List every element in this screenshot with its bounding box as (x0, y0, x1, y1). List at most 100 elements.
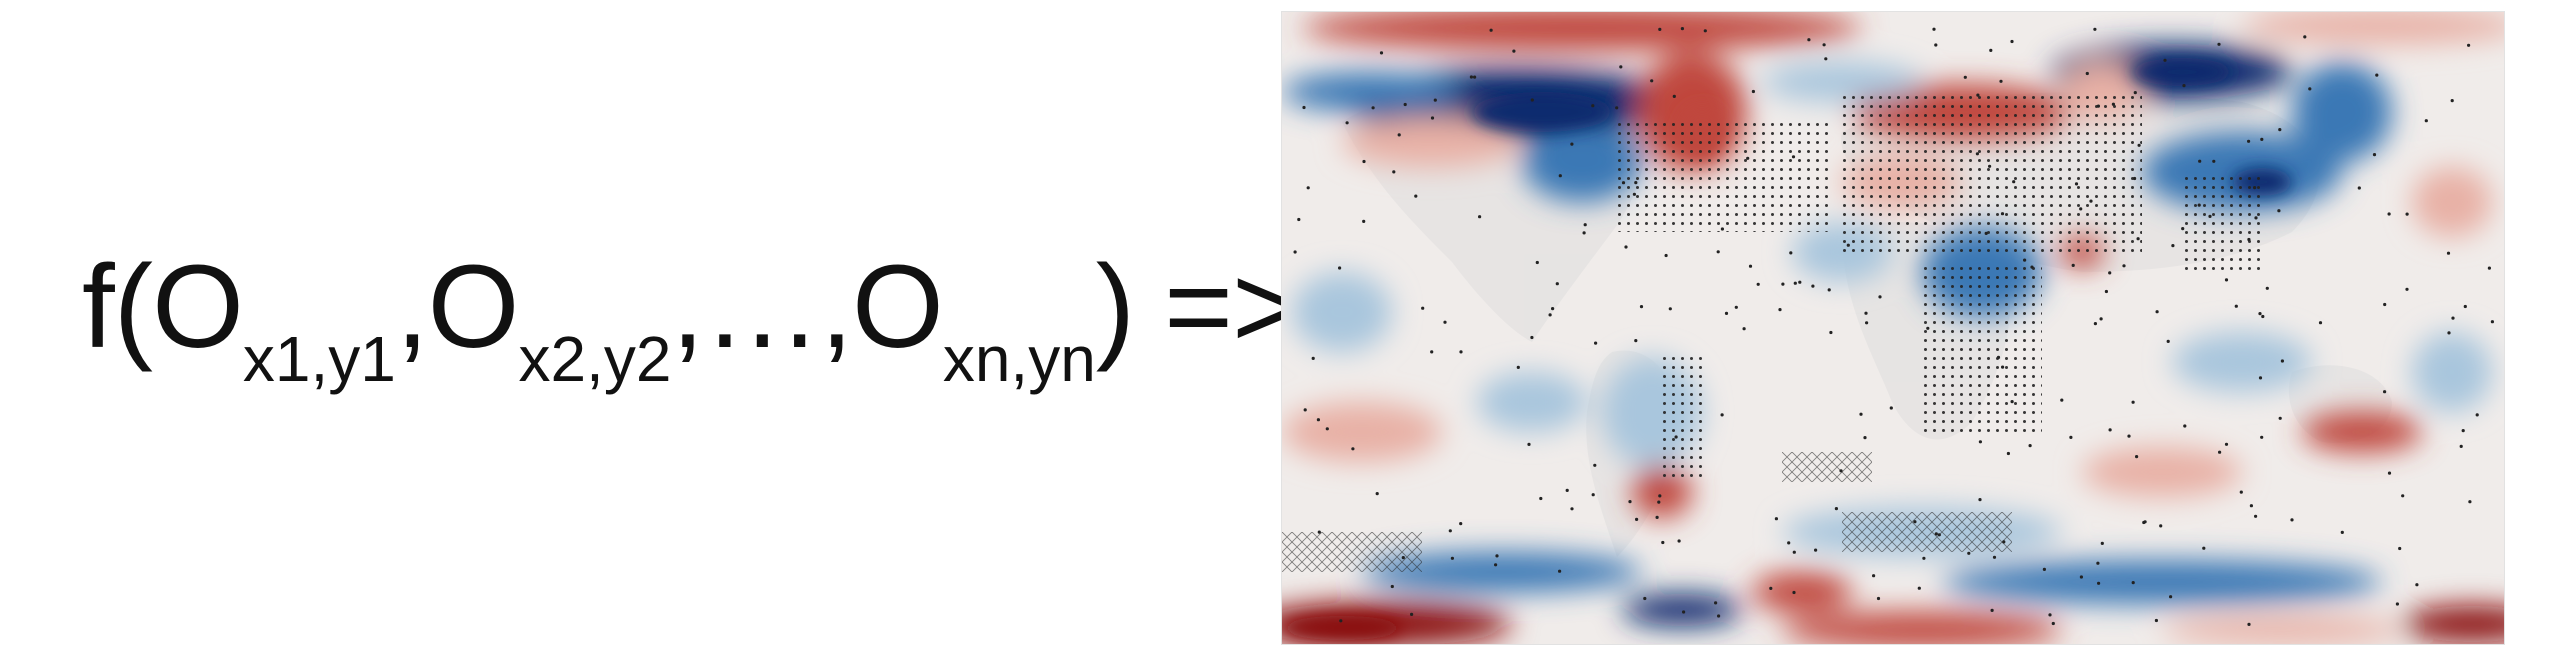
significance-dot (1632, 192, 1636, 196)
significance-dot (1551, 307, 1555, 311)
significance-dot (1658, 27, 1662, 31)
significance-dot (2265, 286, 2269, 290)
significance-dot (1450, 556, 1454, 560)
significance-dot (1489, 28, 1493, 32)
significance-dot (1297, 217, 1301, 222)
significance-dot (2182, 84, 2186, 88)
significance-dot (1876, 596, 1881, 601)
significance-dot (2093, 27, 2097, 31)
significance-dot (2000, 212, 2005, 216)
significance-dot (2247, 622, 2251, 627)
significance-dot (2372, 153, 2377, 157)
significance-dot (1963, 75, 1967, 79)
significance-dot (2303, 35, 2307, 39)
significance-dot (1658, 494, 1662, 498)
significance-dot (2097, 581, 2101, 585)
significance-dot (1565, 488, 1569, 492)
significance-dot (1864, 311, 1868, 315)
formula-func: f( (82, 241, 153, 373)
world-anomaly-map-svg (1282, 12, 2504, 644)
significance-dot (2135, 455, 2139, 459)
significance-dot (1839, 469, 1843, 473)
significance-dot (1774, 517, 1778, 521)
significance-dot (2012, 180, 2016, 184)
anomaly-red (2082, 447, 2242, 497)
significance-dot (1742, 327, 1746, 331)
significance-dot (1751, 89, 1755, 94)
significance-dot (2383, 390, 2387, 394)
significance-dot (1345, 121, 1349, 125)
significance-dot (2171, 244, 2175, 248)
significance-dot (1680, 27, 1684, 31)
significance-dot (1859, 412, 1863, 416)
significance-dot (2387, 212, 2391, 216)
significance-dot (2258, 312, 2262, 316)
significance-dot (1703, 29, 1707, 33)
formula-close: ) (1095, 241, 1135, 373)
significance-dot (1293, 250, 1297, 254)
significance-dot (2239, 490, 2243, 494)
significance-dot (2247, 139, 2251, 143)
significance-dot (1824, 57, 1828, 61)
significance-dot (1615, 106, 1619, 110)
formula-arg-1-symbol: O (152, 241, 244, 373)
hatch-region (1782, 452, 1872, 482)
significance-dot (2424, 119, 2428, 123)
significance-dot (2357, 186, 2361, 190)
significance-dot (2108, 271, 2112, 275)
significance-dot (1643, 596, 1647, 601)
significance-dot (1811, 284, 1815, 288)
significance-dot (2111, 102, 2115, 106)
significance-dot (1996, 355, 2001, 359)
significance-dot (1672, 94, 1676, 98)
significance-dot (1668, 307, 1672, 311)
significance-dot (2155, 310, 2159, 314)
significance-dot (1984, 231, 1988, 235)
significance-dot (2042, 567, 2046, 572)
significance-dot (1934, 532, 1938, 536)
significance-dot (2133, 176, 2137, 181)
significance-dot (1302, 105, 1306, 110)
significance-dot (1978, 440, 1982, 444)
formula-arg-1-sub: x1,y1 (242, 323, 396, 395)
significance-dot (1582, 231, 1586, 235)
anomaly-red (1282, 402, 1442, 462)
anomaly-core-strong-blue (2132, 58, 2232, 86)
significance-dot (1430, 350, 1434, 354)
significance-dot (1619, 65, 1623, 69)
anomaly-blue (2412, 332, 2492, 412)
significance-dot (1570, 142, 1574, 146)
significance-dot (2208, 214, 2212, 218)
significance-dot (2290, 518, 2294, 522)
significance-dot (1781, 282, 1785, 286)
significance-dot (1443, 320, 1447, 324)
significance-dot (2181, 227, 2185, 231)
significance-dot (2463, 304, 2467, 309)
significance-dot (2395, 602, 2399, 606)
significance-dot (2166, 339, 2170, 343)
significance-dot (1593, 463, 1597, 467)
significance-dot (1512, 49, 1516, 53)
significance-dot (2487, 266, 2491, 270)
significance-dot (1661, 540, 1665, 545)
hatch-region (1282, 532, 1422, 572)
significance-dot (1967, 551, 1971, 555)
significance-dot (2096, 561, 2100, 565)
significance-dot (1720, 227, 1724, 231)
significance-dot (2131, 581, 2135, 585)
formula-sep-3: , (820, 241, 853, 373)
anomaly-core-strong-blue (1472, 92, 1612, 132)
significance-dot (1306, 186, 1310, 190)
anomaly-red (1752, 572, 1852, 612)
significance-dot (1392, 170, 1396, 174)
significance-dot (2280, 359, 2284, 363)
significance-dot (1769, 586, 1773, 591)
significance-dot (2100, 541, 2104, 546)
significance-dot (2260, 137, 2264, 141)
significance-dot (1639, 305, 1644, 309)
significance-dot (2002, 540, 2006, 544)
significance-dot (1791, 155, 1796, 159)
significance-dot (1375, 492, 1379, 496)
significance-dot (1724, 311, 1729, 315)
significance-dot (2133, 91, 2137, 95)
